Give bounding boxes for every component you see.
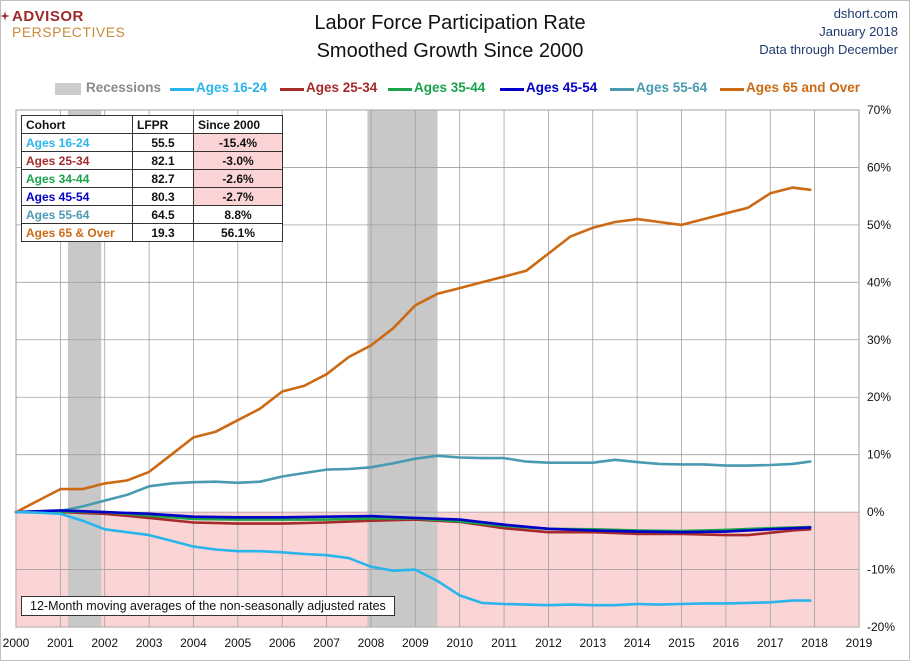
x-tick-label: 2010 [446,636,473,650]
y-tick-label: -20% [867,620,895,634]
series-line [14,510,812,607]
legend-swatch [610,88,634,91]
legend-swatch [720,88,744,91]
x-tick-label: 2009 [402,636,429,650]
legend-swatch [500,88,524,91]
legend-label: Ages 55-64 [636,80,708,95]
table-cell-since-2000: -15.4% [193,133,283,152]
x-tick-label: 2004 [180,636,207,650]
table-cell-cohort: Ages 65 & Over [21,223,133,242]
legend-swatch [170,88,194,91]
table-cell-lfpr: 19.3 [132,223,194,242]
table-header-since: Since 2000 [193,115,283,134]
x-tick-label: 2000 [3,636,30,650]
legend-label: Ages 16-24 [196,80,268,95]
legend-label: Ages 35-44 [414,80,486,95]
x-tick-label: 2007 [313,636,340,650]
legend-swatch [388,88,412,91]
source-site: dshort.com [833,6,898,21]
x-tick-label: 2001 [47,636,74,650]
x-tick-label: 2011 [491,636,517,650]
x-tick-label: 2013 [579,636,606,650]
table-cell-lfpr: 55.5 [132,133,194,152]
y-tick-label: -10% [867,563,895,577]
table-row: Ages 65 & Over 19.3 56.1% [21,223,283,242]
y-tick-label: 0% [867,505,885,519]
advisor-perspectives-logo: ADVISOR PERSPECTIVES [0,8,126,40]
x-tick-label: 2008 [358,636,385,650]
legend-swatch [280,88,304,91]
compass-icon [0,11,10,21]
recession-band [367,110,438,627]
series-line [14,509,812,534]
y-tick-label: 60% [867,160,891,174]
legend-label: Ages 65 and Over [746,80,861,95]
chart-title-line1: Labor Force Participation Rate [314,12,586,34]
x-tick-label: 2005 [224,636,251,650]
y-tick-label: 10% [867,448,891,462]
x-tick-label: 2002 [91,636,118,650]
footnote: 12-Month moving averages of the non-seas… [21,596,395,616]
legend-recessions-swatch [55,83,81,95]
table-cell-since-2000: -3.0% [193,151,283,170]
table-row: Ages 45-54 80.3 -2.7% [21,187,283,206]
table-row: Ages 34-44 82.7 -2.6% [21,169,283,188]
cohort-table: Cohort LFPR Since 2000 Ages 16-24 55.5 -15… [21,115,283,242]
chart-title-line2: Smoothed Growth Since 2000 [316,40,584,62]
table-cell-lfpr: 82.1 [132,151,194,170]
table-cell-cohort: Ages 34-44 [21,169,133,188]
table-header-row: Cohort LFPR Since 2000 [21,115,283,134]
x-tick-label: 2003 [136,636,163,650]
legend-recessions-label: Recessions [86,80,162,95]
table-cell-cohort: Ages 16-24 [21,133,133,152]
x-tick-label: 2019 [846,636,873,650]
table-cell-lfpr: 82.7 [132,169,194,188]
table-cell-since-2000: 56.1% [193,223,283,242]
table-cell-since-2000: -2.6% [193,169,283,188]
x-tick-label: 2016 [713,636,740,650]
x-tick-label: 2006 [269,636,296,650]
series-line [14,454,812,514]
y-tick-label: 40% [867,275,891,289]
table-cell-since-2000: -2.7% [193,187,283,206]
logo-text-perspectives: PERSPECTIVES [12,24,126,40]
table-cell-lfpr: 64.5 [132,205,194,224]
table-header-cohort: Cohort [21,115,133,134]
source-date: January 2018 [819,24,898,39]
x-tick-label: 2012 [535,636,562,650]
source-data-through: Data through December [759,42,898,57]
series-line [14,186,812,514]
x-tick-label: 2018 [801,636,828,650]
x-tick-label: 2015 [668,636,695,650]
y-tick-label: 30% [867,333,891,347]
y-tick-label: 70% [867,103,891,117]
chart-legend: Recessions Ages 16-24 Ages 25-34 Ages 35-4… [0,80,910,98]
table-header-lfpr: LFPR [132,115,194,134]
y-tick-label: 20% [867,390,891,404]
table-cell-since-2000: 8.8% [193,205,283,224]
table-row: Ages 55-64 64.5 8.8% [21,205,283,224]
legend-label: Ages 25-34 [306,80,378,95]
table-row: Ages 25-34 82.1 -3.0% [21,151,283,170]
table-row: Ages 16-24 55.5 -15.4% [21,133,283,152]
table-cell-cohort: Ages 45-54 [21,187,133,206]
table-cell-cohort: Ages 55-64 [21,205,133,224]
y-tick-label: 50% [867,218,891,232]
table-cell-lfpr: 80.3 [132,187,194,206]
x-tick-label: 2017 [757,636,784,650]
legend-label: Ages 45-54 [526,80,598,95]
x-tick-label: 2014 [624,636,651,650]
logo-text-advisor: ADVISOR [12,8,84,25]
table-cell-cohort: Ages 25-34 [21,151,133,170]
